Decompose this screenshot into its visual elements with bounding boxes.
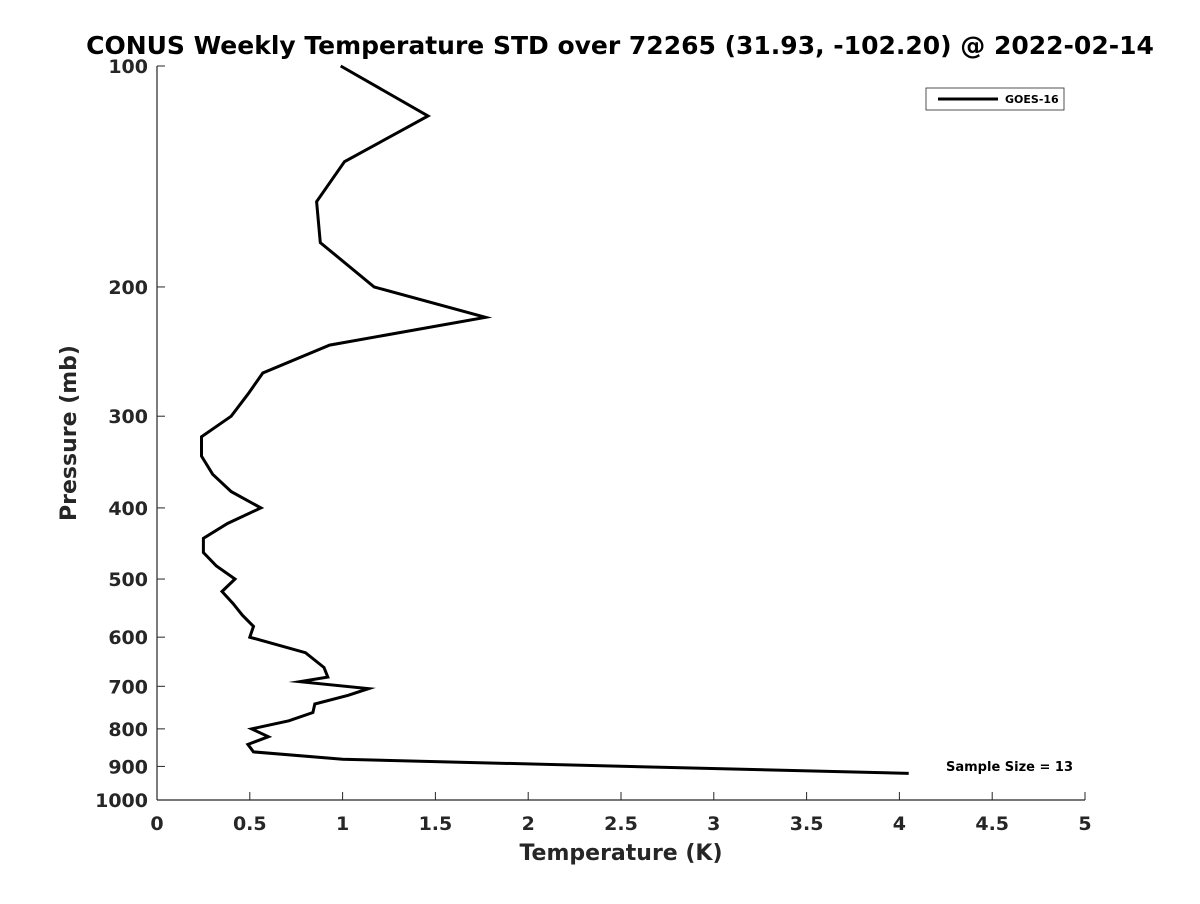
legend: GOES-16 (925, 87, 1065, 111)
x-tick-label: 2.5 (604, 813, 638, 835)
chart-title: CONUS Weekly Temperature STD over 72265 … (86, 31, 1154, 60)
y-tick-label: 800 (108, 719, 148, 741)
x-tick-label: 4.5 (975, 813, 1009, 835)
y-tick-label: 100 (108, 56, 148, 78)
y-tick-label: 400 (108, 498, 148, 520)
x-tick-label: 3.5 (790, 813, 824, 835)
series-line-goes-16 (200, 64, 909, 775)
x-tick-label: 2 (522, 813, 535, 835)
y-tick-label: 900 (108, 756, 148, 778)
y-axis-ticks: 100 200 300 400 500 600 700 800 900 1000 (95, 56, 165, 812)
x-tick-label: 1.5 (419, 813, 453, 835)
y-tick-label: 300 (108, 406, 148, 428)
series-lines (200, 64, 909, 775)
x-tick-label: 5 (1078, 813, 1091, 835)
x-tick-label: 0 (150, 813, 163, 835)
x-tick-label: 1 (336, 813, 349, 835)
sample-size-annotation: Sample Size = 13 (946, 760, 1073, 775)
x-tick-label: 4 (893, 813, 906, 835)
plot-area-frame (157, 66, 1085, 800)
y-tick-label: 500 (108, 569, 148, 591)
legend-label-goes-16: GOES-16 (1005, 93, 1059, 106)
y-tick-label: 200 (108, 277, 148, 299)
y-tick-label: 700 (108, 676, 148, 698)
x-tick-label: 0.5 (233, 813, 267, 835)
x-axis-ticks: 0 0.5 1 1.5 2 2.5 3 3.5 4 4.5 5 (150, 792, 1092, 835)
y-tick-label: 600 (108, 627, 148, 649)
x-tick-label: 3 (707, 813, 720, 835)
x-axis-label: Temperature (K) (519, 841, 722, 866)
y-axis-label: Pressure (mb) (57, 345, 82, 521)
y-tick-label: 1000 (95, 790, 148, 812)
